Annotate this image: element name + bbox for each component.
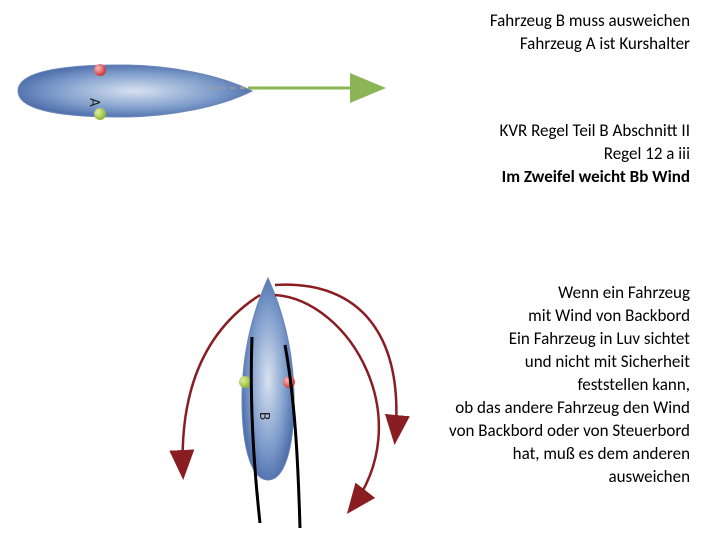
nav-light-red-icon bbox=[94, 64, 106, 76]
desc-line: mit Wind von Backbord bbox=[449, 305, 690, 328]
title-line: Fahrzeug B muss ausweichen bbox=[490, 10, 690, 33]
desc-block: Wenn ein Fahrzeug mit Wind von Backbord … bbox=[449, 282, 690, 488]
rule-line: KVR Regel Teil B Abschnitt II bbox=[500, 120, 690, 143]
boat-a-label: A bbox=[85, 98, 103, 107]
title-block: Fahrzeug B muss ausweichen Fahrzeug A is… bbox=[490, 10, 690, 56]
rule-block: KVR Regel Teil B Abschnitt II Regel 12 a… bbox=[500, 120, 690, 189]
boat-a: A bbox=[18, 64, 252, 120]
desc-line: Wenn ein Fahrzeug bbox=[449, 282, 690, 305]
boat-b: B bbox=[239, 278, 295, 480]
title-line: Fahrzeug A ist Kurshalter bbox=[490, 33, 690, 56]
desc-line: hat, muß es dem anderen bbox=[449, 443, 690, 466]
desc-line: und nicht mit Sicherheit bbox=[449, 351, 690, 374]
boat-b-label: B bbox=[255, 412, 273, 420]
desc-line: ob das andere Fahrzeug den Wind bbox=[449, 397, 690, 420]
desc-line: ausweichen bbox=[449, 466, 690, 489]
desc-line: Ein Fahrzeug in Luv sichtet bbox=[449, 328, 690, 351]
rule-line: Regel 12 a iii bbox=[500, 143, 690, 166]
desc-line: feststellen kann, bbox=[449, 374, 690, 397]
desc-line: von Backbord oder von Steuerbord bbox=[449, 420, 690, 443]
nav-light-green-icon bbox=[94, 108, 106, 120]
rule-line-bold: Im Zweifel weicht Bb Wind bbox=[500, 166, 690, 189]
nav-light-green-icon bbox=[239, 376, 251, 388]
